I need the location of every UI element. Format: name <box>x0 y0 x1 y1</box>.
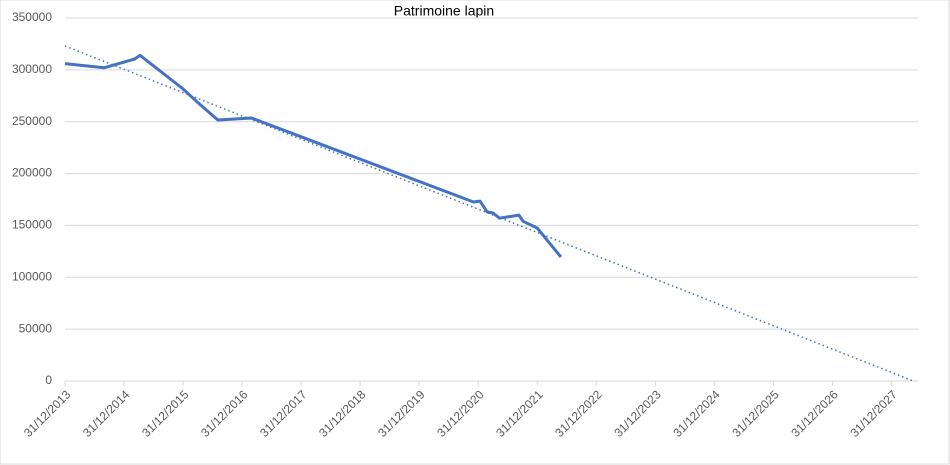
y-tick-label: 300000 <box>12 62 52 76</box>
y-tick-label: 0 <box>45 373 52 387</box>
chart-title: Patrimoine lapin <box>394 3 494 19</box>
y-tick-label: 50000 <box>19 321 53 335</box>
y-tick-label: 250000 <box>12 114 52 128</box>
y-tick-label: 150000 <box>12 218 52 232</box>
y-tick-label: 350000 <box>12 10 52 24</box>
y-tick-label: 100000 <box>12 269 52 283</box>
data-line <box>64 53 563 258</box>
y-tick-label: 200000 <box>12 166 52 180</box>
